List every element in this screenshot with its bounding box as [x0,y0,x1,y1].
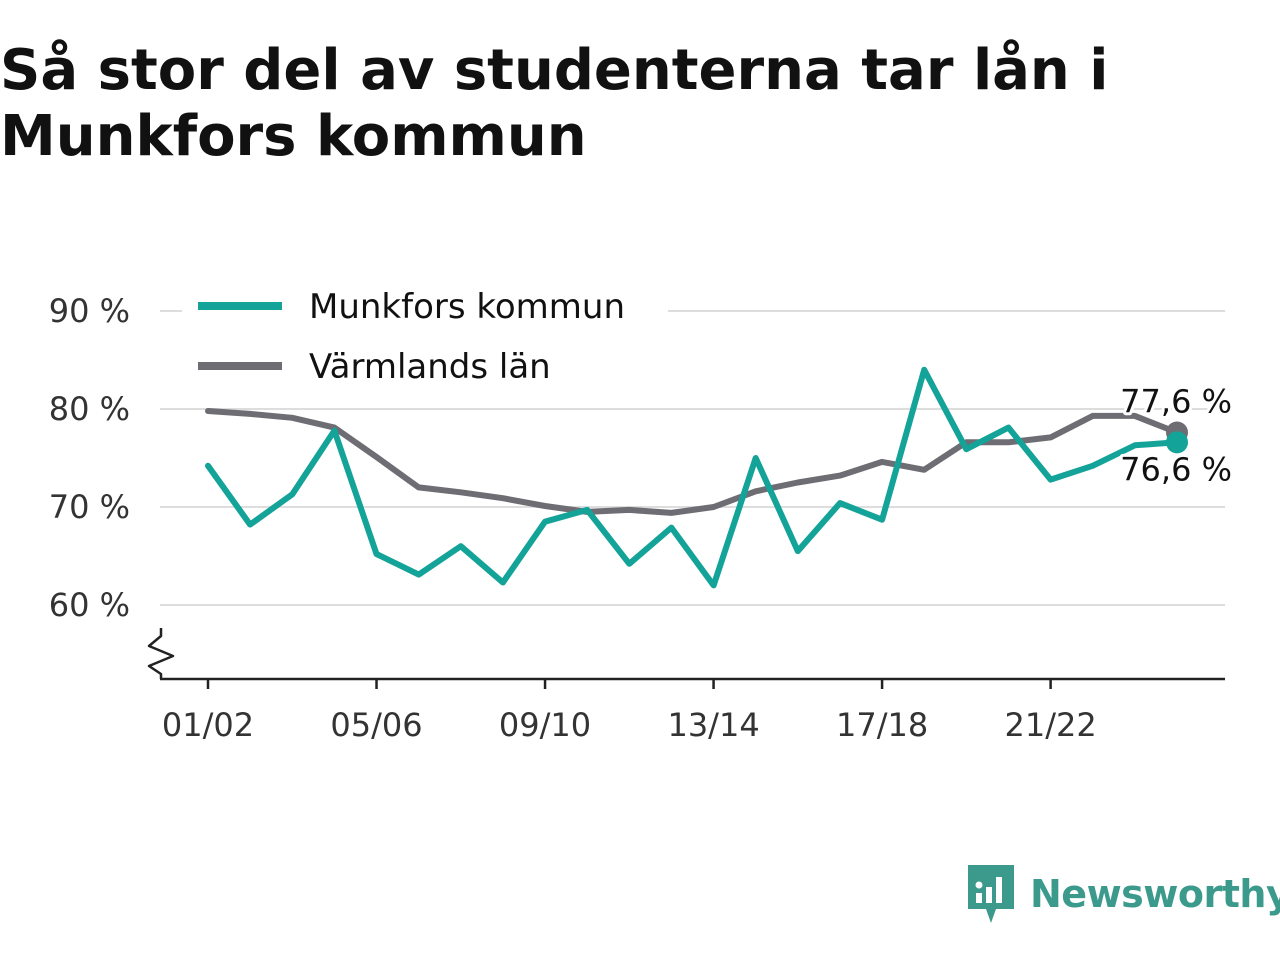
series-line [205,366,1180,589]
y-tick-label: 80 % [49,390,130,428]
end-value-label: 77,6 % [1120,383,1232,421]
x-tick-label: 09/10 [499,706,591,744]
x-tick-label: 13/14 [667,706,759,744]
y-tick-label: 70 % [49,488,130,526]
x-tick-label: 21/22 [1004,706,1096,744]
axes: 60 % 70 % 80 % 90 % 01/02 05/06 09/10 13/14 17/1… [49,292,1225,744]
axis-break-icon [147,628,175,679]
end-value-label: 76,6 % [1120,450,1232,488]
x-tick-label: 01/02 [162,706,254,744]
y-tick-label: 60 % [49,586,130,624]
series-end-point [1166,431,1188,454]
newsworthy-logo-icon [968,865,1014,923]
page-title: Så stor del av studenterna tar lån i Mun… [0,38,1109,169]
brand-name: Newsworthy [1030,872,1280,916]
legend-background [182,280,668,394]
legend-label: Värmlands län [309,347,551,387]
end-labels: 76,6 % 77,6 % [1117,380,1235,492]
series-line [205,408,1180,516]
y-tick-label: 90 % [49,292,130,330]
legend-label: Munkfors kommun [309,287,625,327]
x-tick-label: 05/06 [330,706,422,744]
x-tick-label: 17/18 [836,706,928,744]
series-lines [205,366,1188,589]
legend: Munkfors kommun Värmlands län [182,280,668,394]
brand-logo: Newsworthy [966,864,1280,924]
